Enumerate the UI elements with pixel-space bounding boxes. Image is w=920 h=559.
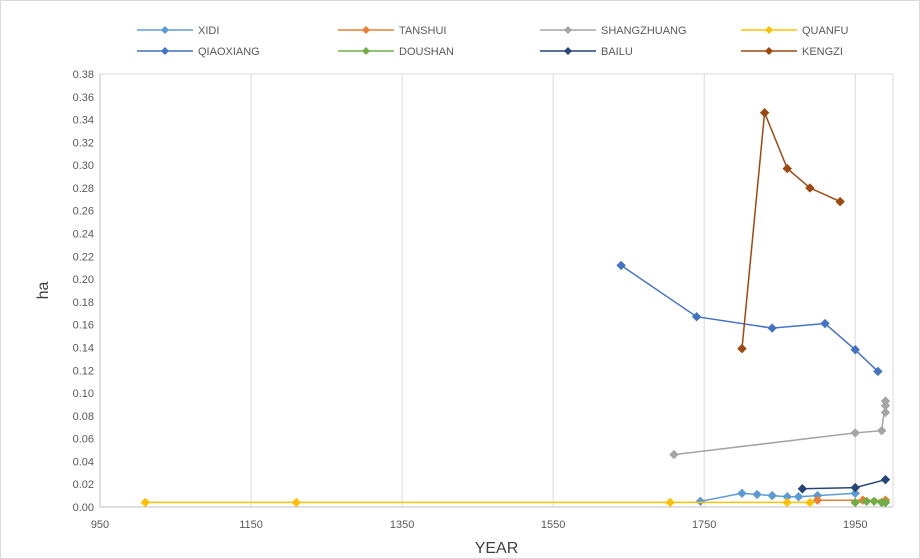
data-point-kengzi xyxy=(835,196,845,207)
series-line-bailu xyxy=(802,478,886,490)
data-point-qiaoxiang xyxy=(691,312,702,322)
data-point-xidi xyxy=(850,488,860,499)
data-point-doushan xyxy=(861,496,872,507)
legend-marker-qiaoxiang xyxy=(161,47,169,55)
y-tick-label: 0.12 xyxy=(73,365,94,377)
legend-label-doushan: DOUSHAN xyxy=(399,46,454,58)
y-tick-label: 0.00 xyxy=(73,502,94,514)
y-tick-label: 0.14 xyxy=(73,342,94,354)
legend-marker-kengzi xyxy=(765,47,773,55)
x-tick-label: 1550 xyxy=(541,519,565,531)
legend-label-kengzi: KENGZI xyxy=(802,46,843,58)
data-point-quanfu xyxy=(665,497,675,508)
data-point-xidi xyxy=(695,496,706,507)
data-point-kengzi xyxy=(737,343,747,354)
data-point-shangzhuang xyxy=(669,449,679,460)
legend-marker-shangzhuang xyxy=(564,26,572,34)
data-point-kengzi xyxy=(759,108,770,118)
y-tick-label: 0.36 xyxy=(73,92,94,104)
series-line-shangzhuang xyxy=(673,400,887,456)
legend-label-qiaoxiang: QIAOXIANG xyxy=(198,46,260,58)
data-point-kengzi xyxy=(782,163,792,174)
x-tick-label: 950 xyxy=(91,519,109,531)
data-point-qiaoxiang xyxy=(616,260,626,271)
y-tick-label: 0.06 xyxy=(73,434,94,446)
y-tick-label: 0.30 xyxy=(73,160,94,172)
legend-marker-tanshui xyxy=(362,26,370,34)
y-tick-label: 0.32 xyxy=(73,137,94,149)
data-point-doushan xyxy=(880,497,891,508)
data-point-qiaoxiang xyxy=(767,323,777,333)
series-line-kengzi xyxy=(741,112,841,349)
data-point-qiaoxiang xyxy=(820,318,830,329)
series-line-qiaoxiang xyxy=(620,264,879,372)
legend-label-xidi: XIDI xyxy=(198,25,219,37)
x-tick-label: 1750 xyxy=(692,519,716,531)
data-point-xidi xyxy=(752,489,762,500)
y-tick-label: 0.04 xyxy=(73,456,94,468)
data-point-qiaoxiang xyxy=(850,345,860,355)
data-point-xidi xyxy=(737,488,747,499)
y-tick-label: 0.18 xyxy=(73,297,94,309)
data-point-shangzhuang xyxy=(880,407,891,418)
data-point-kengzi xyxy=(805,183,815,193)
y-tick-label: 0.10 xyxy=(73,388,94,400)
x-tick-label: 1150 xyxy=(239,519,263,531)
y-tick-label: 0.08 xyxy=(73,411,94,423)
data-point-quanfu xyxy=(140,497,151,508)
x-tick-label: 1950 xyxy=(843,519,867,531)
data-point-xidi xyxy=(793,492,804,502)
y-tick-label: 0.34 xyxy=(73,115,94,127)
data-point-doushan xyxy=(869,496,879,507)
y-tick-label: 0.28 xyxy=(73,183,94,195)
data-point-quanfu xyxy=(291,497,302,508)
legend-label-quanfu: QUANFU xyxy=(802,25,849,37)
legend-marker-doushan xyxy=(362,47,370,55)
legend-marker-quanfu xyxy=(765,26,773,34)
y-tick-label: 0.02 xyxy=(73,479,94,491)
data-point-quanfu xyxy=(782,497,792,508)
legend-label-tanshui: TANSHUI xyxy=(399,25,446,37)
y-axis-title: ha xyxy=(35,282,52,300)
y-tick-label: 0.22 xyxy=(73,251,94,263)
x-axis-title: YEAR xyxy=(475,540,519,557)
legend-marker-bailu xyxy=(564,47,572,55)
y-tick-label: 0.38 xyxy=(73,69,94,81)
data-point-shangzhuang xyxy=(850,428,860,438)
data-point-xidi xyxy=(767,490,777,501)
y-tick-label: 0.20 xyxy=(73,274,94,286)
legend-marker-xidi xyxy=(161,26,169,34)
y-tick-label: 0.26 xyxy=(73,206,94,218)
legend-label-bailu: BAILU xyxy=(601,46,633,58)
y-tick-label: 0.16 xyxy=(73,320,94,332)
data-point-bailu xyxy=(797,484,808,494)
legend-label-shangzhuang: SHANGZHUANG xyxy=(601,25,687,37)
data-point-tanshui xyxy=(812,495,823,505)
y-tick-label: 0.24 xyxy=(73,229,94,241)
data-point-bailu xyxy=(880,474,891,485)
data-point-bailu xyxy=(850,482,860,493)
data-point-qiaoxiang xyxy=(873,366,883,377)
data-point-shangzhuang xyxy=(876,425,887,436)
data-point-doushan xyxy=(850,497,860,508)
x-tick-label: 1350 xyxy=(390,519,414,531)
data-point-quanfu xyxy=(805,497,815,508)
